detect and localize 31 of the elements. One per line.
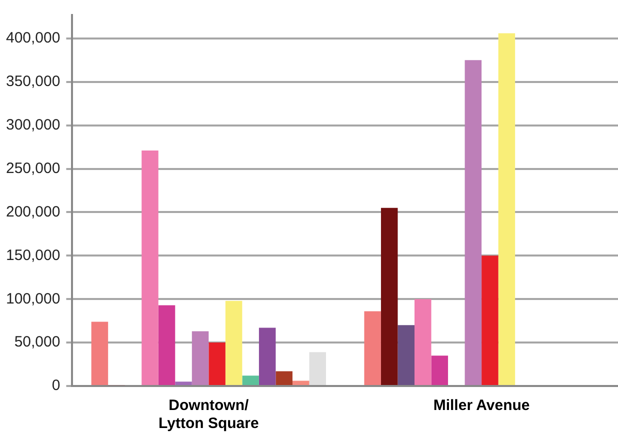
bar <box>208 342 226 385</box>
y-tick-label: 350,000 <box>6 73 60 90</box>
y-tick-label: 200,000 <box>6 203 60 220</box>
bar <box>398 325 415 385</box>
x-tick-label: Miller Avenue <box>433 397 530 414</box>
bar <box>309 352 326 385</box>
y-tick-label: 250,000 <box>6 160 60 177</box>
y-tick-label: 100,000 <box>6 290 60 308</box>
bar <box>258 328 276 385</box>
bar <box>380 208 398 385</box>
bar <box>414 299 432 385</box>
bar <box>158 305 176 385</box>
bar <box>364 311 381 385</box>
bar <box>292 380 310 385</box>
bar <box>482 256 498 385</box>
bar <box>464 60 482 385</box>
x-tick-label: Downtown/ Lytton Square <box>158 397 259 432</box>
bar <box>498 33 516 385</box>
y-tick-label: 50,000 <box>14 334 60 351</box>
bar <box>242 376 259 385</box>
y-tick-label: 150,000 <box>6 246 60 264</box>
bar <box>175 382 192 385</box>
bar <box>276 371 292 385</box>
bar <box>225 300 242 385</box>
bar <box>142 150 158 385</box>
y-tick-label: 400,000 <box>6 30 60 47</box>
bar <box>91 322 108 385</box>
y-tick-label: 300,000 <box>6 116 60 134</box>
y-tick-label: 0 <box>52 377 60 394</box>
bar <box>431 356 448 385</box>
bar <box>192 331 209 385</box>
